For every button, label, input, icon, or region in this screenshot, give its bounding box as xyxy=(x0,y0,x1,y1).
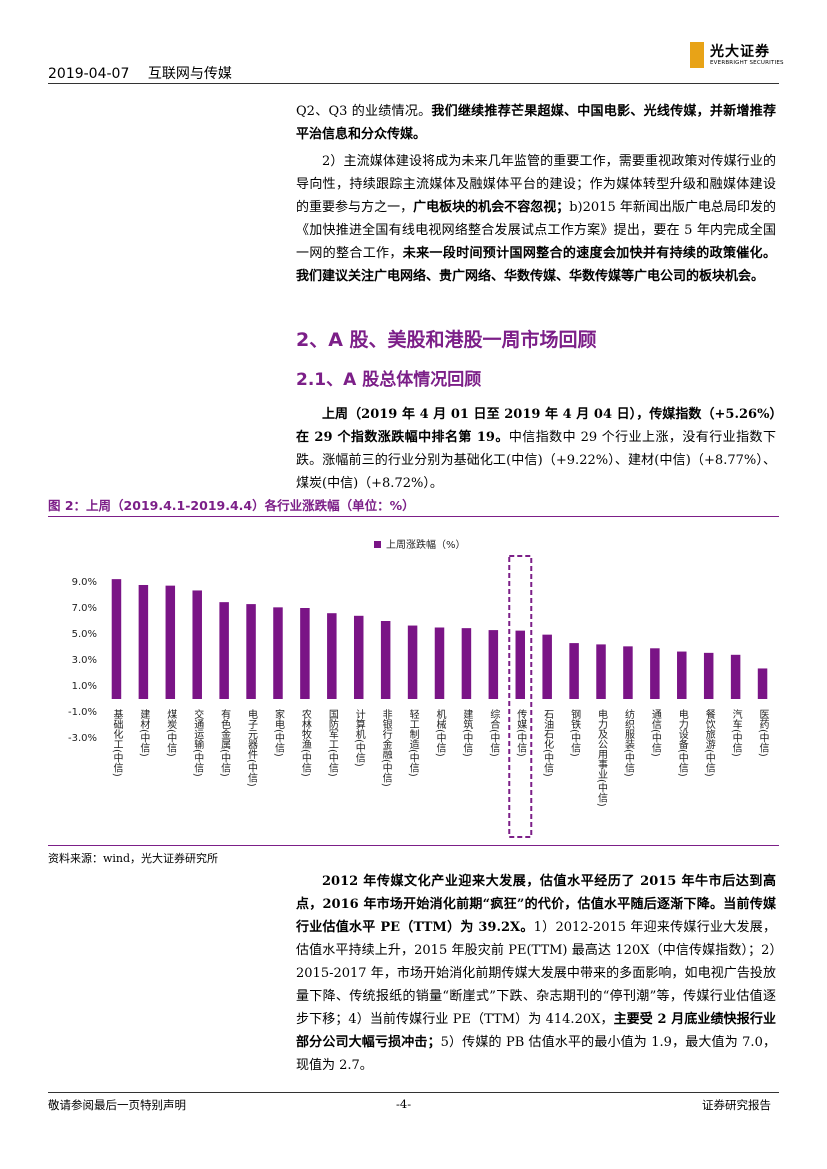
bar xyxy=(273,607,283,699)
page-number: -4- xyxy=(396,1097,412,1111)
figure-source: 资料来源：wind，光大证券研究所 xyxy=(48,852,219,865)
header-info: 2019-04-07 互联网与传媒 xyxy=(48,63,246,83)
para2-text-1: 2）主流媒体建设将成为未来几年监管的重要工作，需要重视政策对传媒行业的导向性，持… xyxy=(296,154,776,215)
para1-bold: 我们继续推荐芒果超媒、中国电影、光线传媒，并新增推荐平治信息和分众传媒。 xyxy=(296,104,776,142)
para4-text-2: 5）传媒的 PB 估值水平的最小值为 1.9，最大值为 7.0，现值为 2.7。 xyxy=(296,1035,776,1073)
bar xyxy=(757,668,768,699)
x-tick-label: 通信(中信) xyxy=(649,709,661,757)
x-tick-label: 石油石化(中信) xyxy=(542,709,554,777)
bar xyxy=(192,590,202,699)
figure-title: 图 2：上周（2019.4.1-2019.4.4）各行业涨跌幅（单位：%） xyxy=(48,498,415,513)
bar xyxy=(542,634,552,699)
para2-text-2: b)2015 年新闻出版广电总局印发的《加快推进全国有线电视网络整合发展试点工作… xyxy=(296,200,776,261)
y-tick-label: -3.0% xyxy=(68,733,97,744)
bar xyxy=(219,602,229,699)
bar xyxy=(461,628,472,699)
para4-text-1: 1）2012-2015 年迎来传媒行业大发展，估值水平持续上升，2015 年股灾… xyxy=(296,920,776,1027)
para3-text: 中信指数中 29 个行业上涨，没有行业指数下跌。涨幅前三的行业分别为基础化工(中… xyxy=(296,430,776,491)
company-logo: 光大证券 EVERBRIGHT SECURITIES xyxy=(690,40,790,76)
highlight-box xyxy=(508,555,533,838)
bar xyxy=(111,579,122,699)
report-date: 2019-04-07 xyxy=(48,66,130,82)
x-tick-label: 汽车(中信) xyxy=(730,708,742,757)
y-tick-label: 9.0% xyxy=(72,577,97,588)
x-tick-label: 煤炭(中信) xyxy=(165,708,177,757)
x-tick-label: 餐饮旅游(中信) xyxy=(703,708,715,777)
footer-disclaimer: 敬请参阅最后一页特别声明 xyxy=(48,1098,186,1112)
legend-label: 上周涨跌幅（%） xyxy=(386,538,466,551)
y-tick-label: 7.0% xyxy=(72,603,97,614)
bar xyxy=(138,584,149,699)
x-tick-label: 机械(中信) xyxy=(434,708,446,757)
section-title: 2、A 股、美股和港股一周市场回顾 xyxy=(296,329,597,351)
bar xyxy=(650,648,660,699)
paragraph-valuation: 2012 年传媒文化产业迎来大发展，估值水平经历了 2015 年牛市后达到高点，… xyxy=(296,870,776,1077)
paragraph-market-review: 上周（2019 年 4 月 01 日至 2019 年 4 月 04 日），传媒指… xyxy=(296,403,776,495)
y-tick-label: 3.0% xyxy=(72,655,97,666)
bar xyxy=(703,652,714,699)
x-tick-label: 电力设备(中信) xyxy=(676,708,688,777)
logo-mark-icon xyxy=(690,42,704,68)
bar xyxy=(488,630,499,699)
x-tick-label: 轻工制造(中信) xyxy=(407,708,419,777)
bar xyxy=(596,644,606,699)
para4-bold-2: 主要受 2 月底业绩快报行业部分公司大幅亏损冲击； xyxy=(296,1012,776,1050)
bar xyxy=(380,621,391,699)
bar xyxy=(353,615,364,699)
para2-bold-1: 广电板块的机会不容忽视； xyxy=(413,200,570,215)
bar xyxy=(730,654,741,699)
x-tick-label: 建筑(中信) xyxy=(461,708,473,757)
bar xyxy=(623,646,633,699)
x-tick-label: 传媒(中信) xyxy=(515,709,527,757)
source-divider xyxy=(48,845,779,846)
y-tick-label: 1.0% xyxy=(72,681,97,692)
x-tick-label: 非银行金融(中信) xyxy=(380,709,392,787)
x-tick-label: 医药(中信) xyxy=(757,709,769,757)
x-tick-label: 国防军工(中信) xyxy=(326,709,338,777)
x-tick-label: 电子元器件(中信) xyxy=(246,708,258,787)
x-tick-label: 交通运输(中信) xyxy=(192,708,204,777)
x-tick-label: 计算机(中信) xyxy=(353,708,365,767)
para1-text: Q2、Q3 的业绩情况。 xyxy=(296,104,432,119)
bar xyxy=(677,651,687,699)
bar xyxy=(246,604,256,699)
sector-name: 互联网与传媒 xyxy=(147,66,232,82)
figure-divider xyxy=(48,516,779,517)
y-tick-label: -1.0% xyxy=(68,707,97,718)
bar xyxy=(165,585,176,699)
x-tick-label: 基础化工(中信) xyxy=(111,708,123,777)
paragraph-media-policy: 2）主流媒体建设将成为未来几年监管的重要工作，需要重视政策对传媒行业的导向性，持… xyxy=(296,150,776,288)
para2-bold-2: 未来一段时间预计国网整合的速度会加快并有持续的政策催化。我们建议关注广电网络、贵… xyxy=(296,246,776,284)
x-tick-label: 纺织服装(中信) xyxy=(622,708,634,777)
bar xyxy=(327,613,337,699)
industry-change-chart: 上周涨跌幅（%） 9.0% 7.0% 5.0% 3.0% 1.0% -1.0% -3.0% 基础… xyxy=(68,538,769,838)
x-tick-label: 建材(中信) xyxy=(138,708,150,757)
bar xyxy=(407,625,418,699)
bar xyxy=(300,608,310,699)
x-tick-label: 农林牧渔(中信) xyxy=(299,708,311,777)
x-tick-label: 钢铁(中信) xyxy=(569,708,581,757)
x-tick-label: 家电(中信) xyxy=(272,708,284,757)
footer-divider xyxy=(48,1092,779,1093)
bar xyxy=(515,630,526,699)
x-tick-label: 电力及公用事业(中信) xyxy=(596,708,608,807)
para3-bold: 上周（2019 年 4 月 01 日至 2019 年 4 月 04 日），传媒指… xyxy=(296,407,776,445)
bar xyxy=(434,627,445,699)
para4-bold-1: 2012 年传媒文化产业迎来大发展，估值水平经历了 2015 年牛市后达到高点，… xyxy=(296,874,776,935)
logo-subtitle: EVERBRIGHT SECURITIES xyxy=(710,60,784,66)
y-tick-label: 5.0% xyxy=(72,629,97,640)
logo-name: 光大证券 xyxy=(710,44,770,60)
footer-report-type: 证券研究报告 xyxy=(702,1098,771,1112)
subsection-title: 2.1、A 股总体情况回顾 xyxy=(296,370,482,390)
header-divider xyxy=(48,83,779,84)
x-tick-label: 有色金属(中信) xyxy=(219,708,231,777)
x-tick-label: 综合(中信) xyxy=(488,708,500,757)
paragraph-recommendations: Q2、Q3 的业绩情况。我们继续推荐芒果超媒、中国电影、光线传媒，并新增推荐平治… xyxy=(296,100,776,146)
bar xyxy=(569,643,579,699)
legend-swatch xyxy=(374,541,381,548)
